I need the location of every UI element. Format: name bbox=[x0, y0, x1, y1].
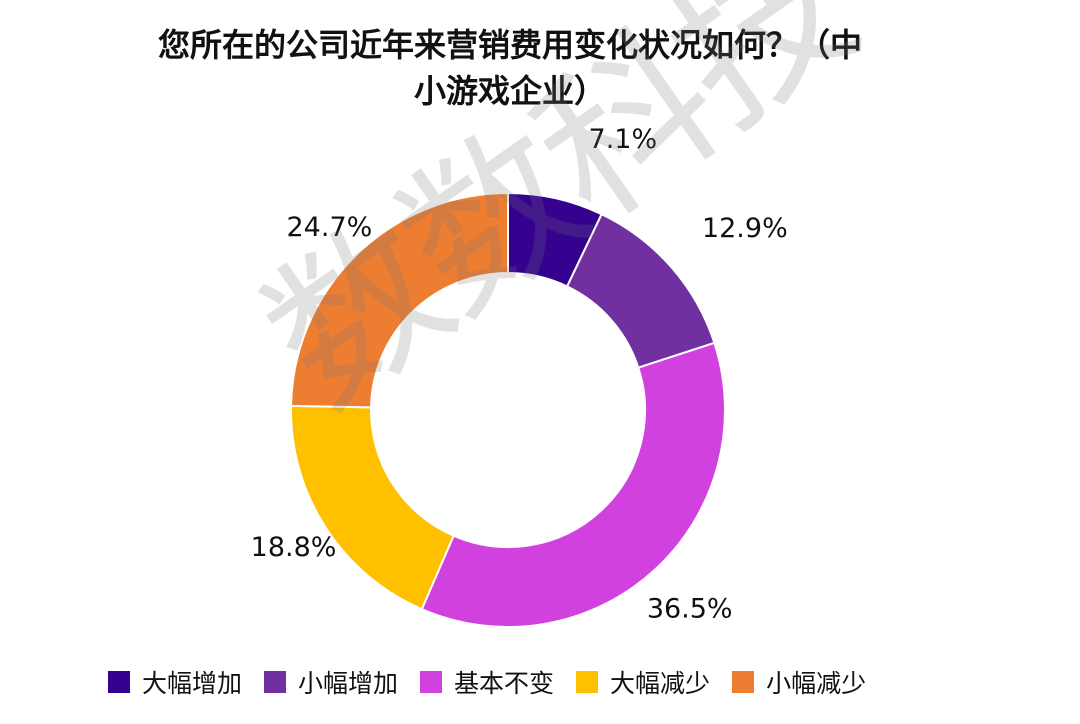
data-label-1: 7.1% bbox=[589, 124, 658, 155]
chart-title: 您所在的公司近年来营销费用变化状况如何？（中 小游戏企业） bbox=[0, 22, 1020, 114]
legend-item-5: 小幅减少 bbox=[732, 664, 866, 700]
data-label-4: 18.8% bbox=[251, 532, 337, 563]
legend-swatch bbox=[732, 671, 755, 693]
legend-swatch bbox=[576, 671, 599, 693]
chart-title-line-2: 小游戏企业） bbox=[413, 72, 606, 110]
donut-slice-3 bbox=[420, 341, 726, 628]
legend-item-4: 大幅减少 bbox=[576, 664, 710, 700]
data-label-2: 12.9% bbox=[702, 213, 788, 244]
legend-item-3: 基本不变 bbox=[420, 664, 554, 700]
chart-title-line-1: 您所在的公司近年来营销费用变化状况如何？（中 bbox=[157, 26, 862, 64]
legend-label: 小幅减少 bbox=[766, 669, 867, 698]
legend-label: 小幅增加 bbox=[298, 669, 399, 698]
legend-swatch bbox=[108, 671, 130, 693]
legend-swatch bbox=[264, 671, 287, 693]
legend-item-1: 大幅增加 bbox=[108, 664, 242, 700]
legend-label: 大幅增加 bbox=[142, 669, 243, 698]
chart-legend: 大幅增加 小幅增加 基本不变 大幅减少 小幅减少 bbox=[108, 664, 866, 700]
legend-label: 基本不变 bbox=[454, 669, 555, 698]
legend-swatch bbox=[420, 671, 443, 693]
donut-slice-4 bbox=[290, 404, 455, 611]
data-label-5: 24.7% bbox=[287, 212, 373, 243]
data-label-3: 36.5% bbox=[647, 594, 733, 625]
legend-label: 大幅减少 bbox=[610, 669, 711, 698]
legend-item-2: 小幅增加 bbox=[264, 664, 398, 700]
donut-slice-5 bbox=[290, 191, 509, 409]
